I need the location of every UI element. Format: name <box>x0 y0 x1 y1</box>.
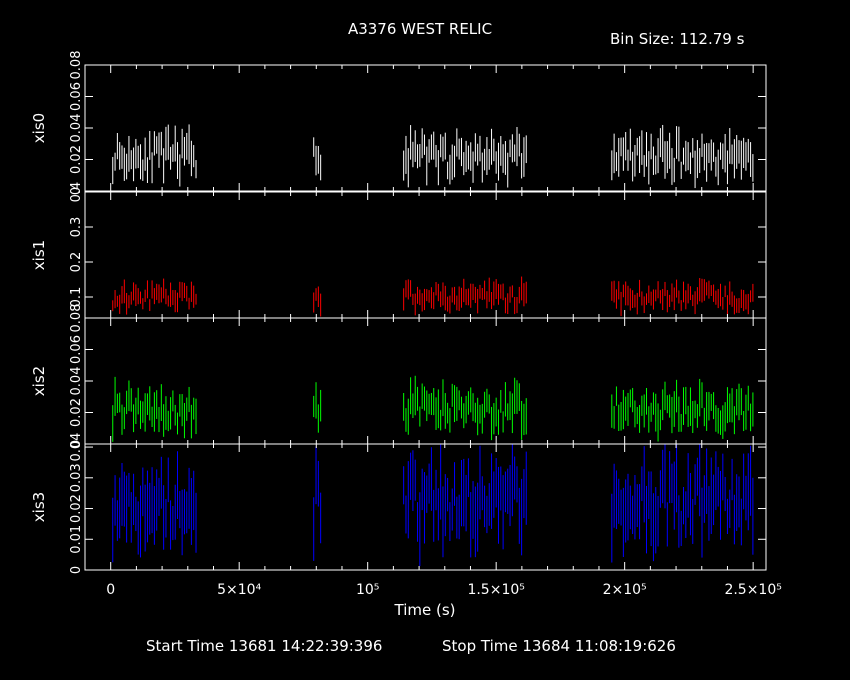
xis0-series <box>112 124 754 189</box>
xis0-frame <box>84 64 767 192</box>
xis2-ytick-label: 0 <box>69 440 84 448</box>
xis2-ytick-label: 0.02 <box>69 398 84 427</box>
xis3-ytick-label: 0.01 <box>69 525 84 554</box>
xis0-ytick-label: 0.04 <box>69 114 84 143</box>
xis1-ytick-label: 0.1 <box>69 287 84 308</box>
xis3-ytick-label: 0.03 <box>69 463 84 492</box>
xis2-ytick-label: 0.04 <box>69 367 84 396</box>
x-axis-label: Time (s) <box>394 601 456 619</box>
x-tick-label: 0 <box>106 582 115 598</box>
x-tick-label: 10⁵ <box>356 582 379 598</box>
x-tick-label: 5×10⁴ <box>217 582 261 598</box>
xis2-series <box>112 375 754 442</box>
x-tick-label: 2.5×10⁵ <box>724 582 781 598</box>
xis0-ytick-label: 0.06 <box>69 82 84 111</box>
xis0-ytick-label: 0 <box>69 187 84 195</box>
xis0-label: xis0 <box>30 113 48 143</box>
xis2-frame <box>84 317 767 445</box>
xis3-ytick-label: 0 <box>69 566 84 574</box>
xis1-label: xis1 <box>30 240 48 270</box>
xis1-ytick-label: 0.2 <box>69 252 84 273</box>
stop-time: Stop Time 13684 11:08:19:626 <box>442 637 676 655</box>
xis0-ytick-label: 0.02 <box>69 145 84 174</box>
xis3-label: xis3 <box>30 492 48 522</box>
xis1-ytick-label: 0.3 <box>69 217 84 238</box>
xis1-ytick-label: 0.4 <box>69 182 84 203</box>
xis1-series <box>112 276 754 317</box>
xis3-ytick-label: 0.04 <box>69 433 84 462</box>
xis2-label: xis2 <box>30 366 48 396</box>
x-tick-label: 1.5×10⁵ <box>467 582 524 598</box>
x-tick-label: 2×10⁵ <box>603 582 647 598</box>
xis2-ytick-label: 0.06 <box>69 335 84 364</box>
xis3-frame <box>84 443 767 571</box>
chart-title: A3376 WEST RELIC <box>347 20 493 38</box>
xis2-ytick-label: 0.08 <box>69 304 84 333</box>
xis3-ytick-label: 0.02 <box>69 494 84 523</box>
xis3-series <box>112 444 754 567</box>
bin-size-label: Bin Size: 112.79 s <box>610 30 745 48</box>
start-time: Start Time 13681 14:22:39:396 <box>146 637 383 655</box>
xis0-ytick-label: 0.08 <box>69 51 84 80</box>
